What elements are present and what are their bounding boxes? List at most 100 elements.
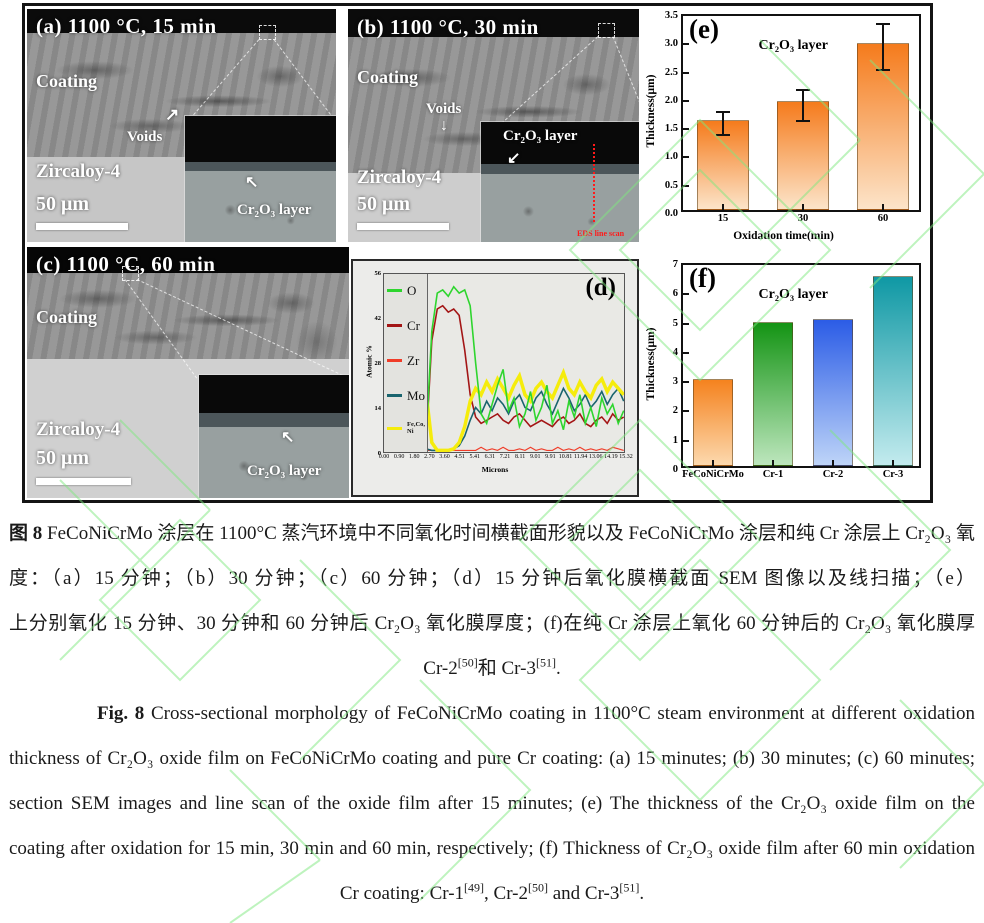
substrate-label: Zircaloy-4 [36,161,121,182]
cr2o3-layer-label: Cr₂O₃ layer [237,202,312,218]
x-tick-label: 2.70 [424,454,435,460]
y-tick-label: 3.5 [664,10,678,21]
caption-text: Cr-2 [423,658,458,679]
cr2o3-arrow-icon: ↖ [245,174,259,191]
coating-region [27,273,349,359]
y-tick-mark [683,128,689,131]
x-tick-label: 1.80 [409,454,420,460]
sem-panel-b: (b) 1100 °C, 30 min Coating Voids ↓ Zirc… [348,9,639,242]
series-O [425,285,624,433]
series-Fe,Co,Ni [424,367,624,452]
y-tick-label: 3.0 [664,38,678,50]
bar-chart-e-thickness-vs-time: Thickness(μm) (e) Cr₂O₃ layer 0.0 0.5 1.0 1.5 2… [637,8,930,253]
inset-oxide-black [199,375,349,413]
legend-swatch [387,289,402,292]
reference-superscript: [50] [458,656,478,670]
caption-text: [50] [457,655,478,670]
caption-text: coating after oxidation for 15 min, 30 m… [9,838,975,859]
legend-item-Cr: Cr [387,319,420,332]
panel-letter-label: (f) [689,263,716,293]
legend-box: O Cr Zr Mo Fe,Co, Ni [384,274,429,452]
coating-label: Coating [36,307,98,327]
x-tick-label: 0.00 [378,454,390,460]
inset-substrate [185,171,336,242]
inset-cr2o3-layer [185,162,336,171]
eds-line-scan-chart-d: 0 14 28 42 56 0.00 0.90 1.80 2.70 3.60 4.51 5.41 6.3… [351,259,639,497]
substrate-label: Zircaloy-4 [36,419,121,440]
error-bar [882,24,884,70]
y-tick-mark [683,43,689,46]
x-category-label: Cr-2 [822,469,844,480]
voids-label: Voids [426,101,462,117]
caption-text: [49] [464,880,485,895]
oxide-band [27,9,336,33]
caption-line-3: 上分别氧化 15 分钟、30 分钟和 60 分钟后 Cr₂O₃ 氧化膜厚度；(f… [9,601,975,646]
y-tick-mark [683,184,689,187]
x-category-label: Cr-1 [762,469,784,480]
caption-text: thickness of Cr₂O₃ oxide film on FeCoNiC… [9,748,975,769]
y-tick-mark [683,71,689,74]
voids-arrow-icon: ↓ [440,117,448,134]
oxide-band [348,9,639,37]
y-tick-label: 0 [377,450,381,457]
figure-8-frame: (a) 1100 °C, 15 min Coating Voids ↗ Zirc… [22,3,933,503]
x-tick-label: 14.19 [604,454,618,460]
inset-cr2o3-layer [481,164,639,174]
reference-superscript: [51] [619,881,639,895]
caption-line-1: 图 8 FeCoNiCrMo 涂层在 1100°C 蒸汽环境中不同氧化时间横截面… [9,511,975,556]
y-axis-label: Thickness(μm) [645,327,657,400]
legend-swatch [387,359,402,362]
chart-title: Cr₂O₃ layer [758,38,828,53]
x-tick-label: 6.31 [484,454,496,460]
caption-line-2: 度：（a）15 分钟；（b）30 分钟；（c）60 分钟；（d）15 分钟后氧化… [9,556,975,601]
cr2o3-arrow-icon: ↙ [507,150,521,167]
inset-cr2o3-layer [199,413,349,427]
reference-superscript: [50] [528,881,548,895]
scalebar [36,478,131,485]
inset-substrate [199,427,349,498]
x-tick-label: 3.60 [439,454,450,460]
inset-oxide-black [185,116,336,162]
reference-superscript: [49] [464,881,484,895]
panel-letter-label: (e) [689,14,719,44]
y-tick-mark [683,99,689,102]
x-tick-label: 13.06 [589,454,603,460]
y-tick-label: 0.0 [664,208,678,219]
y-tick-label: 3 [672,376,678,388]
caption-text: section SEM images and line scan of the … [9,793,975,814]
zoom-region-box [598,23,615,38]
bar-FeCoNiCrMo [693,379,733,466]
cr2o3-layer-label: Cr₂O₃ layer [247,463,322,479]
caption-text: . [639,883,645,904]
error-bar [722,112,724,135]
y-axis-label: Thickness(μm) [645,74,657,148]
legend-label: Zr [407,353,420,368]
x-tick-label: 10.81 [558,454,573,460]
figure-captions: 图 8 FeCoNiCrMo 涂层在 1100°C 蒸汽环境中不同氧化时间横截面… [9,511,975,916]
panel-a-title: (a) 1100 °C, 15 min [36,14,217,38]
y-tick-label: 14 [374,405,382,412]
caption-text: [51] [535,655,556,670]
y-tick-label: 2.5 [664,66,678,78]
x-tick-label: 8.11 [514,454,526,460]
y-tick-label: 1.5 [664,123,678,135]
y-tick-mark [683,351,689,354]
scalebar-label: 50 μm [36,193,89,215]
caption-text: 上分别氧化 15 分钟、30 分钟和 60 分钟后 Cr₂O₃ 氧化膜厚度；(f… [9,613,975,634]
x-category-label: FeCoNiCrMo [682,469,744,480]
caption-text: FeCoNiCrMo 涂层在 1100°C 蒸汽环境中不同氧化时间横截面形貌以及… [47,523,975,544]
x-tick-label: 5.41 [469,454,481,460]
y-tick-label: 28 [374,360,382,367]
x-category-label: Cr-3 [882,469,904,480]
x-tick-label: 0.90 [393,454,405,460]
reference-superscript: [51] [536,656,556,670]
caption-text: , Cr-2 [484,883,528,904]
caption-text: [50] [527,880,548,895]
x-tick-label: 9.91 [545,454,556,460]
x-category-label: 60 [877,213,889,224]
x-category-label: 30 [797,213,809,224]
y-tick-label: 0.5 [664,179,678,191]
bar-chart-f-thickness-coatings: Thickness(μm) (f) Cr₂O₃ layer 0 1 2 3 4 5 6 7 FeCoN… [637,253,930,498]
error-bar-cap [876,23,890,26]
